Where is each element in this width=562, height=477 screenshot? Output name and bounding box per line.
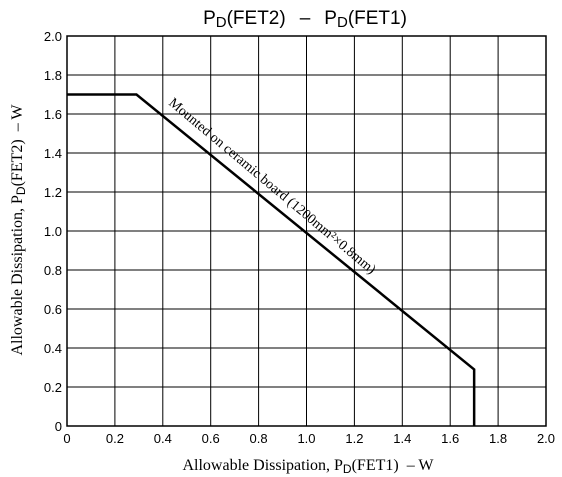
title-p-fet2: P <box>203 8 216 29</box>
x-axis-label: Allowable Dissipation, PD(FET1) – W <box>182 457 434 476</box>
svg-text:PD(FET2)–PD(FET1): PD(FET2) – PD(FET1) <box>203 8 407 31</box>
y-axis-label-sub: D <box>14 186 28 195</box>
x-tick-labels: 0 0.2 0.4 0.6 0.8 1.0 1.2 1.4 1.6 1.8 2.0 <box>63 431 555 446</box>
y-tick-label: 1.0 <box>44 224 62 239</box>
title-sub-fet2: D <box>216 14 227 31</box>
x-tick-label: 1.8 <box>489 431 507 446</box>
grid <box>66 35 547 427</box>
series-line <box>67 93 476 426</box>
series-group <box>67 93 476 426</box>
x-tick-label: 0.6 <box>202 431 220 446</box>
plot-frame <box>66 35 547 427</box>
curve-annotation: Mounted on ceramic board (1200mm²×0.8mm) <box>165 96 378 278</box>
y-tick-label: 2.0 <box>44 29 62 44</box>
chart-title: PD(FET2) – PD(FET1) <box>203 8 407 31</box>
y-tick-label: 0.8 <box>44 263 62 278</box>
y-tick-label: 1.4 <box>44 146 62 161</box>
x-tick-label: 0.4 <box>154 431 172 446</box>
y-tick-labels: 0 0.2 0.4 0.6 0.8 1.0 1.2 1.4 1.6 1.8 2.0 <box>44 29 62 434</box>
x-axis-label-fet: (FET1) <box>352 457 399 474</box>
title-sub-fet1: D <box>337 14 348 31</box>
y-tick-label: 0.2 <box>44 380 62 395</box>
title-separator: – <box>300 8 311 29</box>
x-axis-label-sub: D <box>343 462 352 476</box>
y-tick-label: 1.8 <box>44 68 62 83</box>
x-tick-label: 1.6 <box>441 431 459 446</box>
title-p-fet1: P <box>324 8 337 29</box>
y-tick-label: 1.6 <box>44 107 62 122</box>
y-tick-label: 0.6 <box>44 302 62 317</box>
x-tick-label: 0.2 <box>106 431 124 446</box>
title-fet2: (FET2) <box>227 8 286 29</box>
x-tick-label: 0 <box>63 431 70 446</box>
title-fet1: (FET1) <box>348 8 407 29</box>
y-axis-label-unit: – W <box>9 104 26 133</box>
x-tick-label: 1.0 <box>297 431 315 446</box>
x-tick-label: 1.2 <box>345 431 363 446</box>
x-axis-label-text: Allowable Dissipation, P <box>182 457 343 474</box>
y-tick-label: 0.4 <box>44 341 62 356</box>
y-axis-label-text: Allowable Dissipation, P <box>9 195 26 356</box>
y-tick-label: 0 <box>55 419 62 434</box>
x-tick-label: 2.0 <box>537 431 555 446</box>
curve-annotation-text: Mounted on ceramic board (1200mm²×0.8mm) <box>165 96 378 278</box>
y-axis-label-fet: (FET2) <box>9 139 26 186</box>
x-axis-label-unit: – W <box>406 457 435 474</box>
x-tick-label: 1.4 <box>393 431 411 446</box>
y-axis-label: Allowable Dissipation, PD(FET2) – W <box>9 104 28 356</box>
x-tick-label: 0.8 <box>250 431 268 446</box>
y-tick-label: 1.2 <box>44 185 62 200</box>
